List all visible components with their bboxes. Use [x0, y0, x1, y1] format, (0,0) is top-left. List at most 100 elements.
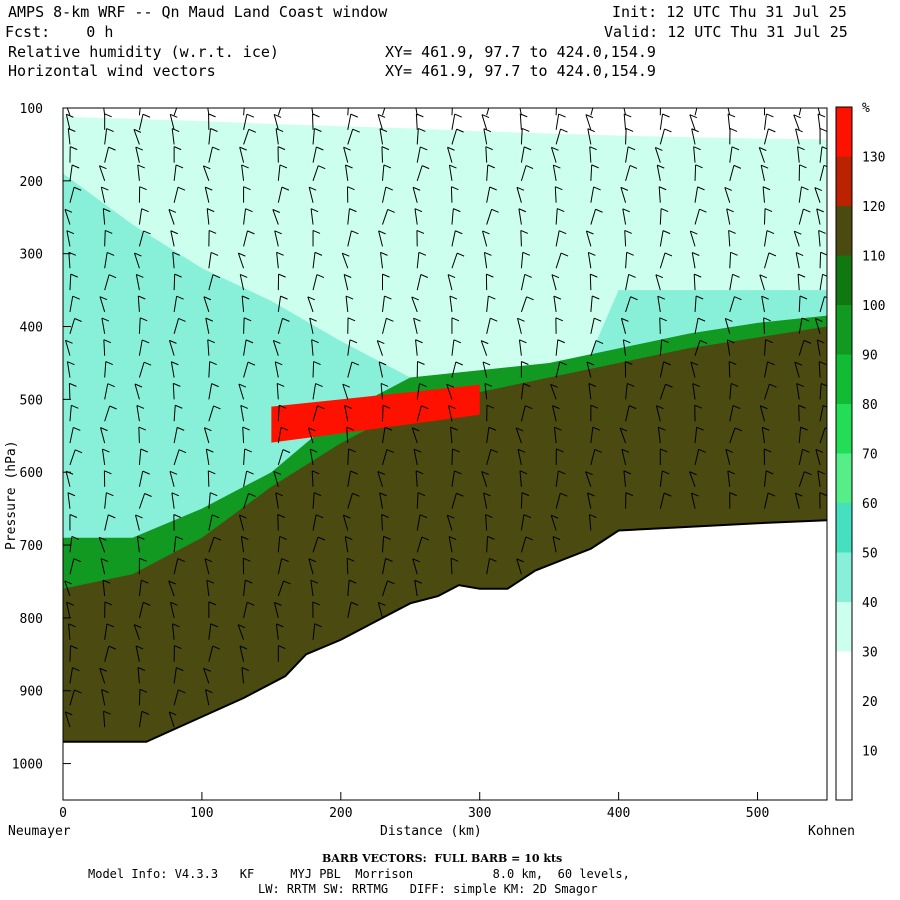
- wind-barb: [104, 405, 111, 422]
- wind-barb-flag: [278, 645, 286, 650]
- wind-barb: [312, 405, 318, 422]
- wind-barb: [138, 493, 146, 509]
- wind-barb: [446, 515, 453, 531]
- colorbar-segment: [836, 156, 852, 206]
- wind-barb-flag: [594, 448, 602, 453]
- wind-barb: [729, 252, 732, 269]
- wind-barb: [311, 113, 314, 130]
- colorbar-label: 20: [862, 695, 878, 710]
- wind-barb-flag: [698, 448, 706, 453]
- wind-barb: [416, 514, 421, 531]
- valid-value: 12 UTC Thu 31 Jul 25: [667, 23, 848, 41]
- wind-barb: [377, 471, 383, 487]
- wind-barb-flag: [135, 146, 143, 151]
- wind-barb-flag: [64, 208, 73, 213]
- wind-barb: [243, 580, 246, 597]
- wind-barb: [520, 252, 524, 269]
- wind-barb-flag: [555, 186, 563, 191]
- wind-barb: [659, 252, 666, 269]
- wind-barb-flag: [554, 426, 562, 431]
- wind-barb: [104, 514, 109, 531]
- wind-barb-flag: [801, 317, 810, 322]
- wind-barb: [659, 317, 661, 334]
- x-tick-label: 500: [746, 806, 769, 821]
- wind-barb-flag: [108, 274, 117, 279]
- wind-barb: [137, 667, 140, 684]
- wind-barb-flag: [767, 492, 776, 497]
- wind-barb-flag: [138, 426, 147, 431]
- wind-barb: [103, 711, 106, 728]
- wind-barb: [171, 128, 175, 145]
- wind-barb: [481, 114, 488, 130]
- wind-barb: [798, 295, 801, 312]
- wind-barb-flag: [518, 100, 525, 103]
- wind-barb-flag: [169, 339, 177, 344]
- wind-barb-flag: [209, 361, 217, 365]
- wind-barb: [481, 471, 488, 487]
- wind-barb-flag: [102, 579, 111, 584]
- wind-barb-flag: [137, 164, 145, 169]
- wind-barb: [138, 362, 145, 378]
- wind-barb-flag: [68, 623, 76, 628]
- y-tick-label: 200: [20, 175, 43, 190]
- wind-barb-flag: [795, 128, 803, 133]
- wind-barb: [519, 108, 522, 116]
- wind-barb: [101, 689, 106, 706]
- wind-barb: [763, 317, 765, 334]
- wind-barb: [277, 514, 279, 531]
- wind-barb-flag: [386, 449, 395, 454]
- wind-barb-flag: [310, 208, 319, 213]
- wind-barb-flag: [208, 229, 217, 234]
- wind-barb-flag: [625, 492, 634, 497]
- wind-barb-flag: [278, 404, 287, 409]
- wind-barb-flag: [452, 448, 460, 453]
- wind-barb-flag: [590, 404, 599, 409]
- wind-barb-flag: [550, 514, 559, 519]
- wind-barb: [104, 252, 108, 269]
- wind-barb-flag: [141, 579, 149, 584]
- wind-barb: [69, 689, 75, 706]
- wind-barb: [173, 558, 179, 575]
- wind-barb-flag: [591, 164, 599, 169]
- wind-barb: [689, 471, 696, 487]
- wind-barb-flag: [586, 230, 594, 235]
- wind-barb-flag: [557, 339, 565, 344]
- wind-barb: [104, 128, 108, 145]
- wind-barb-flag: [273, 113, 282, 118]
- wind-barb: [208, 405, 215, 422]
- wind-barb-flag: [211, 514, 220, 519]
- wind-barb: [486, 295, 489, 313]
- wind-barb: [764, 383, 770, 400]
- wind-barb-flag: [413, 448, 422, 453]
- wind-barb: [243, 108, 245, 116]
- wind-barb: [689, 114, 696, 131]
- wind-barb: [550, 384, 557, 400]
- wind-barb: [172, 252, 175, 269]
- wind-barb: [482, 230, 488, 247]
- wind-barb-flag: [799, 164, 807, 169]
- wind-barb-flag: [658, 186, 667, 191]
- wind-barb-flag: [203, 296, 212, 301]
- wind-barb: [520, 230, 522, 247]
- wind-barb-flag: [731, 146, 740, 151]
- wind-barb: [518, 339, 522, 356]
- wind-barb: [237, 252, 245, 269]
- colorbar-label: 60: [862, 497, 878, 512]
- wind-barb: [625, 165, 631, 181]
- xy-line1: XY= 461.9, 97.7 to 424.0,154.9: [385, 43, 656, 61]
- wind-barb: [378, 361, 383, 378]
- wind-barb: [138, 427, 140, 444]
- wind-barb: [590, 186, 595, 203]
- wind-barb: [276, 252, 279, 269]
- wind-barb-flag: [246, 113, 255, 118]
- wind-barb-flag: [101, 186, 109, 191]
- wind-barb-flag: [420, 146, 428, 151]
- wind-barb-flag: [348, 448, 356, 453]
- wind-barb-flag: [764, 448, 772, 453]
- wind-barb: [447, 147, 453, 163]
- wind-barb-flag: [72, 667, 80, 672]
- wind-barb: [726, 339, 731, 356]
- wind-barb: [138, 689, 141, 706]
- wind-barb: [241, 164, 245, 181]
- colorbar-segment: [836, 503, 852, 553]
